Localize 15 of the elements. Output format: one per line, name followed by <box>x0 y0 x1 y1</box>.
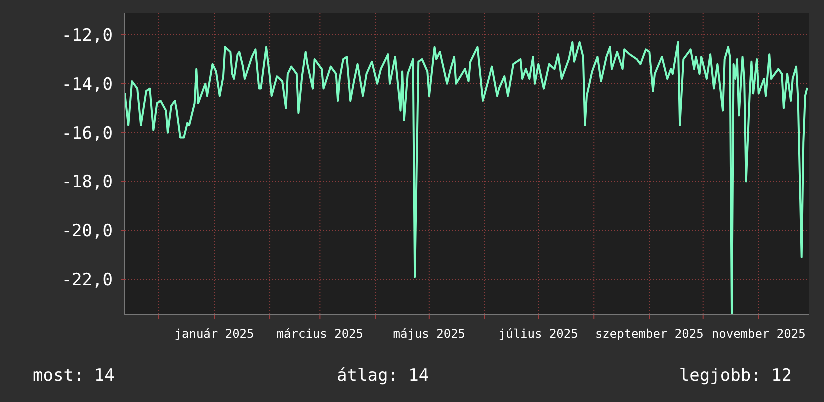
y-tick-label: -14,0 <box>62 74 113 95</box>
x-tick-label: május 2025 <box>393 327 466 341</box>
y-tick-label: -16,0 <box>62 124 113 144</box>
x-tick-label: július 2025 <box>498 327 578 341</box>
x-tick-label: január 2025 <box>174 327 254 341</box>
y-tick-label: -18,0 <box>62 172 113 193</box>
text: most: 14 <box>33 366 115 386</box>
text: átlag: 14 <box>337 366 430 386</box>
x-tick-label: szeptember 2025 <box>595 327 704 341</box>
x-tick-label: március 2025 <box>276 327 364 341</box>
x-tick-label: november 2025 <box>712 327 806 341</box>
y-tick-label: -20,0 <box>62 222 113 242</box>
y-tick-label: -22,0 <box>62 270 113 290</box>
text: legjobb: 12 <box>679 366 792 386</box>
y-tick-label: -12,0 <box>62 26 113 46</box>
